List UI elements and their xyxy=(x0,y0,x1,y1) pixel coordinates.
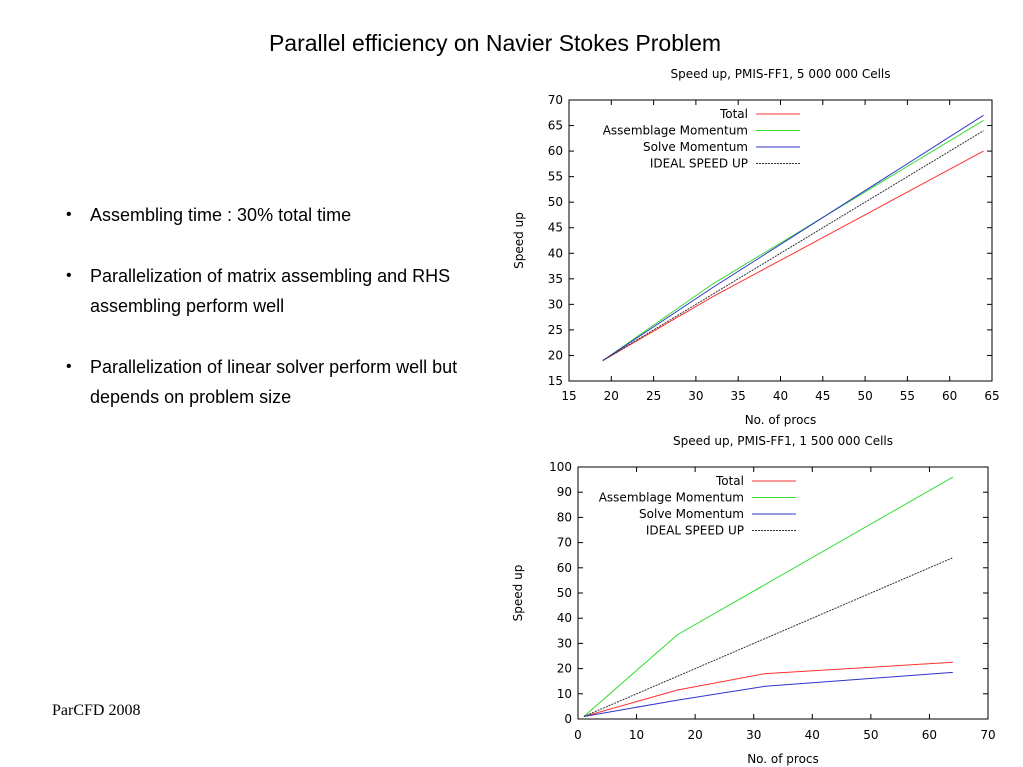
y-tick-label: 0 xyxy=(564,712,572,726)
y-tick-label: 20 xyxy=(548,348,563,362)
x-tick-label: 40 xyxy=(805,728,820,742)
legend-label: IDEAL SPEED UP xyxy=(646,524,744,538)
legend-label: Solve Momentum xyxy=(643,140,748,154)
y-tick-label: 30 xyxy=(557,636,572,650)
legend-label: Assemblage Momentum xyxy=(603,124,748,138)
x-tick-label: 40 xyxy=(773,389,788,403)
series-line-total xyxy=(583,661,953,717)
plot-frame xyxy=(568,99,993,382)
y-tick-label: 50 xyxy=(557,586,572,600)
x-tick-label: 15 xyxy=(561,389,576,403)
y-tick-label: 100 xyxy=(549,460,572,474)
y-tick-label: 70 xyxy=(557,536,572,550)
plot-frame xyxy=(577,466,989,720)
x-tick-label: 20 xyxy=(604,389,619,403)
footer-text: ParCFD 2008 xyxy=(52,702,141,719)
speedup-chart-1-5m-cells: Speed up, PMIS-FF1, 1 500 000 Cells 0 10 20… xyxy=(511,434,996,766)
y-tick-label: 20 xyxy=(557,662,572,676)
y-tick-label: 70 xyxy=(548,93,563,107)
y-tick-label: 40 xyxy=(548,246,563,260)
x-tick-label: 50 xyxy=(863,728,878,742)
x-tick-label: 10 xyxy=(629,728,644,742)
y-tick-label: 55 xyxy=(548,170,563,184)
y-tick-label: 30 xyxy=(548,297,563,311)
y-tick-label: 60 xyxy=(557,561,572,575)
x-tick-label: 55 xyxy=(900,389,915,403)
y-tick-label: 35 xyxy=(548,272,563,286)
x-tick-label: 50 xyxy=(857,389,872,403)
series-line-solve-momentum xyxy=(583,671,953,717)
x-tick-label: 45 xyxy=(815,389,830,403)
x-tick-label: 30 xyxy=(688,389,703,403)
x-tick-label: 0 xyxy=(574,728,582,742)
chart-title: Speed up, PMIS-FF1, 1 500 000 Cells xyxy=(673,434,893,448)
x-tick-label: 20 xyxy=(688,728,703,742)
slide-title: Parallel efficiency on Navier Stokes Pro… xyxy=(268,30,722,56)
y-tick-label: 65 xyxy=(548,119,563,133)
y-tick-label: 25 xyxy=(548,323,563,337)
legend-label: Solve Momentum xyxy=(639,507,744,521)
bullet-item: Assembling time : 30% total time xyxy=(62,200,492,230)
x-axis-label: No. of procs xyxy=(745,413,817,427)
x-tick-label: 60 xyxy=(942,389,957,403)
y-tick-label: 40 xyxy=(557,611,572,625)
legend-label: Total xyxy=(715,474,744,488)
legend-label: IDEAL SPEED UP xyxy=(650,157,748,171)
series-line-solve-momentum xyxy=(602,114,984,362)
series-line-total xyxy=(602,150,984,362)
x-tick-label: 35 xyxy=(731,389,746,403)
x-tick-label: 30 xyxy=(746,728,761,742)
speedup-chart-5m-cells: Speed up, PMIS-FF1, 5 000 000 Cells 15 20 2… xyxy=(512,67,1000,427)
y-tick-label: 60 xyxy=(548,144,563,158)
series-line-ideal-speed-up xyxy=(602,130,984,362)
bullet-item: Parallelization of linear solver perform… xyxy=(62,352,492,412)
chart-title: Speed up, PMIS-FF1, 5 000 000 Cells xyxy=(671,67,891,81)
series-line-assemblage-momentum xyxy=(602,119,984,362)
x-tick-label: 60 xyxy=(922,728,937,742)
x-tick-label: 25 xyxy=(646,389,661,403)
y-tick-label: 50 xyxy=(548,195,563,209)
bullet-item: Parallelization of matrix assembling and… xyxy=(62,261,492,321)
y-tick-label: 90 xyxy=(557,485,572,499)
y-tick-label: 80 xyxy=(557,510,572,524)
y-tick-label: 10 xyxy=(557,687,572,701)
legend-label: Total xyxy=(719,107,748,121)
y-tick-label: 15 xyxy=(548,374,563,388)
y-axis-label: Speed up xyxy=(511,565,525,622)
x-tick-label: 70 xyxy=(980,728,995,742)
y-tick-label: 45 xyxy=(548,221,563,235)
y-axis-label: Speed up xyxy=(512,212,526,269)
bullet-list: Assembling time : 30% total time Paralle… xyxy=(62,200,492,443)
legend-label: Assemblage Momentum xyxy=(599,491,744,505)
x-axis-label: No. of procs xyxy=(747,752,819,766)
x-tick-label: 65 xyxy=(984,389,999,403)
series-line-ideal-speed-up xyxy=(583,557,954,717)
series-line-assemblage-momentum xyxy=(583,476,954,717)
